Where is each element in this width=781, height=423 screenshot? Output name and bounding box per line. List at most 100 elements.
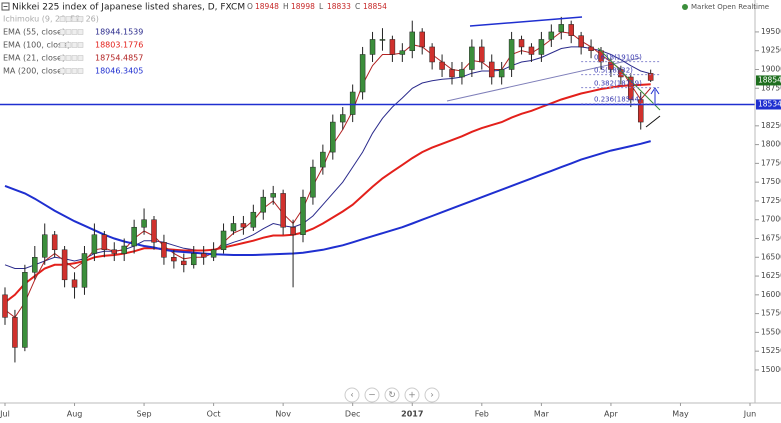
legend-icon xyxy=(65,55,72,61)
candle-body xyxy=(32,257,38,273)
legend-value: 18944.1539 xyxy=(95,28,143,37)
y-tick-label: 16500 xyxy=(761,252,781,261)
candle-body xyxy=(260,196,267,213)
reset[interactable]: ↻ xyxy=(384,387,400,403)
ohlc-value: 18854 xyxy=(363,2,387,11)
candle-body xyxy=(558,24,565,33)
zoom-in[interactable]: + xyxy=(404,387,420,403)
candle-body xyxy=(628,76,634,100)
candle-body xyxy=(280,193,286,228)
candle-body xyxy=(320,151,326,168)
candle-body xyxy=(81,253,88,288)
y-tick-label: 17000 xyxy=(761,215,781,224)
candle-body xyxy=(518,39,525,48)
button[interactable] xyxy=(364,387,380,403)
price-tag-label: 18534 xyxy=(758,99,781,108)
legend-value: 18754.4857 xyxy=(95,54,143,63)
x-tick-label: Dec xyxy=(345,410,360,419)
candle-body xyxy=(389,39,396,55)
button-icon: + xyxy=(408,391,416,401)
collapse-icon[interactable] xyxy=(1,2,10,11)
candle-body xyxy=(111,249,118,254)
candle-body xyxy=(330,121,336,153)
legend-label: MA (200, close) xyxy=(3,67,65,76)
ohlc-letter: C xyxy=(355,2,360,11)
legend-icon xyxy=(71,68,78,74)
trend-line xyxy=(645,115,661,128)
candle-body xyxy=(41,234,48,258)
candle-body xyxy=(290,226,296,235)
candle-body xyxy=(220,230,227,251)
y-tick-label: 15250 xyxy=(761,346,781,355)
price-tag xyxy=(756,99,781,110)
indicator-line xyxy=(4,140,651,256)
x-tick-label: Aug xyxy=(67,410,83,419)
status-dot xyxy=(682,4,688,10)
button[interactable] xyxy=(424,387,440,403)
candle-body xyxy=(498,69,505,78)
ohlc-value: 18948 xyxy=(255,2,279,11)
y-tick-label: 15750 xyxy=(761,309,781,318)
candle-body xyxy=(479,46,485,63)
y-tick-label: 16750 xyxy=(761,233,781,242)
y-axis: 19500 19250 19000 18750 18250 18000 17750 17500… xyxy=(755,27,781,374)
legend-label: EMA (100, close) xyxy=(3,41,70,50)
legend-icon xyxy=(59,29,66,35)
candle-body xyxy=(131,226,137,247)
candle-body xyxy=(528,46,535,55)
trend-line xyxy=(469,16,583,27)
x-tick-label: May xyxy=(672,410,689,419)
candle-body xyxy=(101,234,108,251)
candle-body xyxy=(469,46,475,70)
candle-body xyxy=(349,91,356,115)
candle-body xyxy=(181,260,187,266)
candle-body xyxy=(647,73,654,81)
candle-body xyxy=(488,61,495,78)
candle-body xyxy=(588,46,594,51)
y-tick-label: 18750 xyxy=(761,83,781,92)
y-tick-label: 15000 xyxy=(761,365,781,374)
candle-body xyxy=(508,39,515,70)
candle-body xyxy=(240,223,247,228)
button[interactable] xyxy=(344,387,360,403)
fib-label: 0.236(18544) xyxy=(594,96,642,104)
fib-label: 0.618(19105) xyxy=(594,54,642,62)
legend-value: 18803.1776 xyxy=(95,41,143,50)
candle-body xyxy=(51,234,58,251)
legend-icon xyxy=(77,42,84,48)
x-tick-label: Jul xyxy=(0,410,10,419)
scroll-left[interactable]: ‹ xyxy=(344,387,360,403)
candle-body xyxy=(141,219,147,228)
button-icon: − xyxy=(368,391,376,401)
legend-icon xyxy=(59,55,66,61)
legend-label: Ichimoku (9, 26, 52, 26) xyxy=(3,15,99,24)
candle-body xyxy=(190,253,197,266)
overlays: 0.618(19105) 0.5(18932) 0.382(18759) 0.236(… xyxy=(0,16,755,128)
legend-icon xyxy=(71,55,78,61)
zoom-out[interactable]: − xyxy=(364,387,380,403)
scroll-right[interactable]: › xyxy=(424,387,440,403)
candles xyxy=(2,16,654,363)
legend-icon xyxy=(71,16,78,22)
button[interactable] xyxy=(404,387,420,403)
candle-body xyxy=(121,245,127,254)
legend-icon xyxy=(65,68,72,74)
button[interactable] xyxy=(384,387,400,403)
x-tick-label: Jun xyxy=(743,410,757,419)
ohlc-value: 18998 xyxy=(291,2,315,11)
y-tick-label: 18000 xyxy=(761,140,781,149)
price-tag-label: 18854 xyxy=(758,75,781,84)
x-tick-label: Apr xyxy=(604,410,619,419)
candle-body xyxy=(171,257,177,262)
navigation-controls: ‹ − ↻ + › xyxy=(344,387,440,403)
candle-body xyxy=(429,46,435,63)
header: Nikkei 225 index of Japanese listed shar… xyxy=(1,2,769,13)
candle-body xyxy=(300,196,306,235)
legend-icon xyxy=(77,29,84,35)
indicator-line xyxy=(4,83,651,304)
button-icon: › xyxy=(430,391,434,401)
candle-body xyxy=(379,39,386,41)
ohlc-value: 18833 xyxy=(327,2,351,11)
x-tick-label: Feb xyxy=(475,410,489,419)
